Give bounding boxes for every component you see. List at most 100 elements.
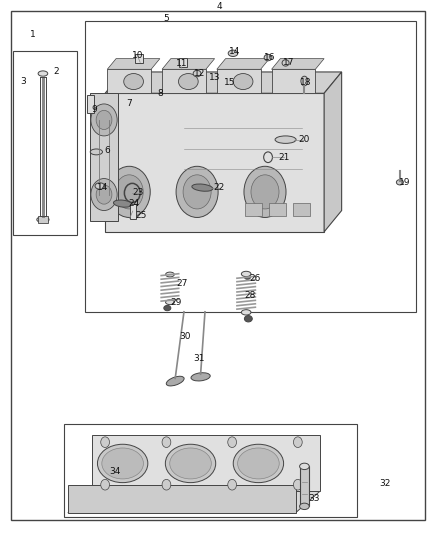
- Text: 17: 17: [283, 59, 294, 67]
- Bar: [130, 204, 136, 219]
- Ellipse shape: [193, 70, 201, 77]
- Text: 14: 14: [97, 183, 109, 192]
- Bar: [135, 54, 143, 63]
- Text: 32: 32: [379, 480, 390, 488]
- Bar: [38, 216, 48, 223]
- Text: 22: 22: [213, 183, 225, 192]
- Text: 13: 13: [209, 73, 220, 82]
- Text: 16: 16: [264, 53, 275, 62]
- Ellipse shape: [233, 74, 253, 90]
- Polygon shape: [68, 485, 296, 513]
- Text: 8: 8: [157, 89, 163, 98]
- Text: 3: 3: [20, 77, 26, 86]
- Ellipse shape: [166, 445, 216, 483]
- Bar: [217, 69, 261, 93]
- Text: 15: 15: [224, 78, 236, 87]
- Ellipse shape: [192, 184, 213, 191]
- Circle shape: [96, 185, 112, 204]
- Text: 12: 12: [194, 69, 205, 78]
- Circle shape: [293, 479, 302, 490]
- Ellipse shape: [95, 183, 105, 189]
- Bar: [90, 93, 118, 221]
- Circle shape: [293, 437, 302, 448]
- Text: 33: 33: [309, 494, 320, 503]
- Ellipse shape: [282, 60, 289, 66]
- Ellipse shape: [396, 180, 403, 185]
- Text: 4: 4: [216, 2, 222, 11]
- Text: 9: 9: [91, 105, 97, 114]
- Ellipse shape: [164, 305, 171, 311]
- Bar: [272, 69, 315, 93]
- Ellipse shape: [179, 74, 198, 90]
- Circle shape: [183, 175, 211, 209]
- Circle shape: [115, 175, 143, 209]
- Ellipse shape: [244, 316, 252, 322]
- Ellipse shape: [37, 216, 49, 223]
- Text: 26: 26: [249, 274, 261, 282]
- Text: 6: 6: [104, 146, 110, 155]
- Bar: [269, 203, 286, 216]
- Text: 10: 10: [132, 52, 144, 60]
- Ellipse shape: [97, 445, 148, 483]
- Text: 1: 1: [30, 30, 36, 39]
- Bar: [300, 466, 309, 506]
- Ellipse shape: [113, 200, 132, 207]
- Circle shape: [91, 179, 117, 211]
- Text: 29: 29: [170, 298, 182, 307]
- Text: 31: 31: [194, 354, 205, 362]
- Bar: [13, 51, 77, 235]
- Text: 5: 5: [163, 14, 170, 23]
- Circle shape: [96, 110, 112, 130]
- Ellipse shape: [237, 448, 279, 479]
- Circle shape: [244, 166, 286, 217]
- Polygon shape: [92, 435, 320, 491]
- Ellipse shape: [124, 74, 143, 90]
- Circle shape: [176, 166, 218, 217]
- Text: 28: 28: [245, 292, 256, 300]
- Bar: [64, 424, 357, 517]
- Ellipse shape: [228, 50, 238, 56]
- Bar: [87, 95, 94, 113]
- Ellipse shape: [241, 271, 251, 277]
- Text: 2: 2: [53, 68, 59, 76]
- Ellipse shape: [102, 448, 144, 479]
- Circle shape: [162, 479, 171, 490]
- Polygon shape: [105, 72, 342, 93]
- Polygon shape: [217, 59, 269, 69]
- Text: 7: 7: [126, 100, 132, 108]
- Bar: [107, 69, 151, 93]
- Circle shape: [162, 437, 171, 448]
- Ellipse shape: [166, 272, 174, 277]
- Text: 11: 11: [176, 60, 187, 68]
- Ellipse shape: [241, 310, 251, 315]
- Text: 25: 25: [135, 211, 147, 220]
- Text: 27: 27: [176, 279, 187, 288]
- Text: 23: 23: [132, 189, 144, 197]
- Polygon shape: [324, 72, 342, 232]
- Bar: [245, 203, 262, 216]
- Polygon shape: [105, 93, 324, 232]
- Circle shape: [228, 479, 237, 490]
- Ellipse shape: [300, 503, 309, 510]
- Circle shape: [251, 175, 279, 209]
- Ellipse shape: [264, 54, 272, 61]
- Text: 14: 14: [229, 47, 240, 56]
- Bar: [85, 21, 416, 312]
- Ellipse shape: [38, 71, 48, 76]
- Ellipse shape: [170, 448, 212, 479]
- Circle shape: [101, 437, 110, 448]
- Polygon shape: [162, 59, 215, 69]
- Polygon shape: [272, 59, 324, 69]
- Ellipse shape: [301, 76, 308, 86]
- Text: 24: 24: [128, 199, 139, 208]
- Circle shape: [101, 479, 110, 490]
- Bar: [162, 69, 206, 93]
- Ellipse shape: [233, 445, 284, 483]
- Polygon shape: [68, 491, 320, 513]
- Ellipse shape: [166, 300, 174, 305]
- Circle shape: [108, 166, 150, 217]
- Ellipse shape: [275, 136, 296, 143]
- Ellipse shape: [166, 376, 184, 386]
- Ellipse shape: [191, 373, 210, 381]
- Text: 20: 20: [299, 135, 310, 144]
